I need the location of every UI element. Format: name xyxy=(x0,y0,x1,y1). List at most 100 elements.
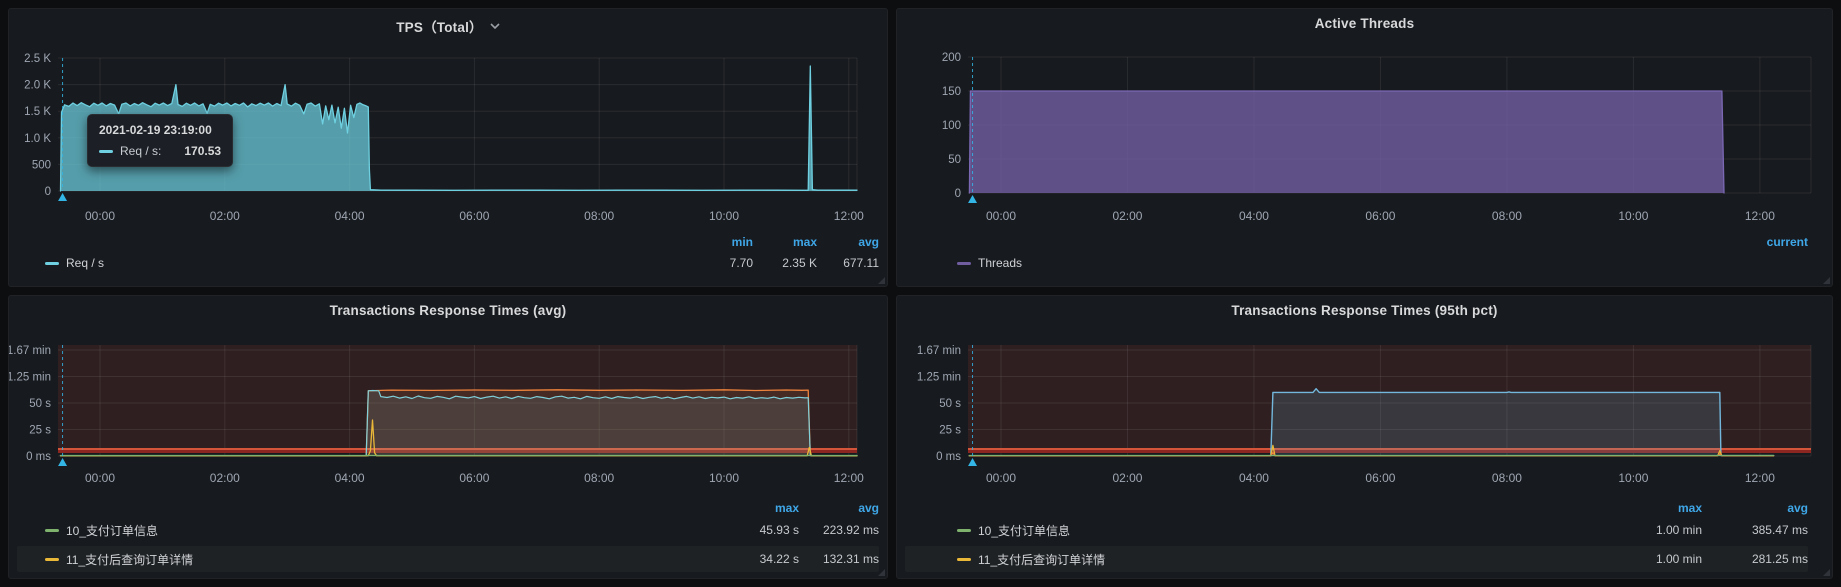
active-threads-chart[interactable]: 0 50 100 150 200 00:00 02:00 04:00 06:00 08:00 10:… xyxy=(897,9,1834,229)
panel-title-active-threads[interactable]: Active Threads xyxy=(897,16,1832,31)
panel-title-text: TPS（Total） xyxy=(396,20,483,35)
svg-text:06:00: 06:00 xyxy=(459,209,489,223)
svg-text:02:00: 02:00 xyxy=(210,209,240,223)
legend-max-value: 45.93 s xyxy=(759,523,799,537)
panel-resize-handle[interactable] xyxy=(878,569,885,576)
svg-text:06:00: 06:00 xyxy=(459,471,489,485)
legend-header-avg[interactable]: avg xyxy=(858,501,879,515)
legend-header-avg[interactable]: avg xyxy=(1787,501,1808,515)
svg-text:12:00: 12:00 xyxy=(1745,471,1775,485)
legend-header-max[interactable]: max xyxy=(1677,501,1702,515)
svg-text:10:00: 10:00 xyxy=(1618,209,1648,223)
svg-text:04:00: 04:00 xyxy=(335,471,365,485)
legend-max-value: 34.22 s xyxy=(759,552,799,566)
panel-resize-handle[interactable] xyxy=(878,277,885,284)
svg-text:1.0 K: 1.0 K xyxy=(24,133,51,145)
svg-text:1.67 min: 1.67 min xyxy=(9,345,51,357)
tooltip-series-dash xyxy=(99,149,113,153)
svg-text:25 s: 25 s xyxy=(939,424,961,436)
series-color-dash xyxy=(45,557,59,561)
panel-active-threads: Active Threads 0 50 100 150 200 00:00 02:00 04:… xyxy=(896,8,1833,287)
legend-avg-value: 281.25 ms xyxy=(1751,552,1808,566)
panel-resize-handle[interactable] xyxy=(1823,569,1830,576)
series-toggle[interactable]: Req / s xyxy=(45,256,697,270)
legend-row: Threads xyxy=(905,251,1808,275)
legend-header-min[interactable]: min xyxy=(731,235,753,249)
legend-row: Req / s 7.70 2.35 K 677.11 xyxy=(17,251,879,275)
legend-max-value: 1.00 min xyxy=(1655,523,1702,537)
svg-text:00:00: 00:00 xyxy=(85,471,115,485)
rt-avg-chart[interactable]: 0 ms 25 s 50 s 1.25 min 1.67 min 00:00 02:00 04… xyxy=(9,296,889,492)
legend-row: 11_支付后查询订单详情 34.22 s 132.31 ms xyxy=(17,546,879,572)
series-toggle[interactable]: 11_支付后查询订单详情 xyxy=(957,551,1632,568)
series-toggle[interactable]: 10_支付订单信息 xyxy=(45,522,729,539)
tooltip-value: 170.53 xyxy=(184,144,222,158)
svg-text:06:00: 06:00 xyxy=(1365,471,1395,485)
svg-text:04:00: 04:00 xyxy=(335,209,365,223)
panel-rt-avg: Transactions Response Times (avg) 0 ms 25… xyxy=(8,295,888,579)
legend-avg-value: 677.11 xyxy=(843,256,879,270)
legend-rt-avg: max avg 10_支付订单信息 45.93 s 223.92 ms 11_支… xyxy=(17,499,879,572)
series-toggle[interactable]: Threads xyxy=(957,256,1738,270)
legend-min-value: 7.70 xyxy=(729,256,753,270)
panel-title-text: Active Threads xyxy=(1314,16,1415,31)
legend-header-max[interactable]: max xyxy=(774,501,799,515)
legend-max-value: 1.00 min xyxy=(1655,552,1702,566)
panel-title-text: Transactions Response Times (95th pct) xyxy=(1231,303,1498,318)
panel-title-rt-95pct[interactable]: Transactions Response Times (95th pct) xyxy=(897,303,1832,318)
panel-title-text: Transactions Response Times (avg) xyxy=(329,303,567,318)
series-label: Threads xyxy=(978,256,1023,270)
panel-title-tps[interactable]: TPS（Total） xyxy=(9,16,887,36)
panel-resize-handle[interactable] xyxy=(1823,277,1830,284)
svg-text:02:00: 02:00 xyxy=(210,471,240,485)
tooltip-time: 2021-02-19 23:19:00 xyxy=(99,123,212,137)
svg-text:1.25 min: 1.25 min xyxy=(917,371,961,383)
svg-text:0 ms: 0 ms xyxy=(936,451,961,463)
svg-text:150: 150 xyxy=(942,86,961,98)
panel-title-rt-avg[interactable]: Transactions Response Times (avg) xyxy=(9,303,887,318)
svg-text:0: 0 xyxy=(955,188,961,200)
legend-active-threads: current Threads xyxy=(905,233,1808,275)
series-label: 10_支付订单信息 xyxy=(66,523,159,538)
tps-chart[interactable]: 0 500 1.0 K 1.5 K 2.0 K 2.5 K 00:00 02:00 04:00 0… xyxy=(9,9,889,229)
svg-text:25 s: 25 s xyxy=(29,424,51,436)
svg-text:08:00: 08:00 xyxy=(584,471,614,485)
series-label: 11_支付后查询订单详情 xyxy=(978,552,1106,567)
svg-text:100: 100 xyxy=(942,120,961,132)
svg-text:200: 200 xyxy=(942,52,961,64)
svg-text:1.25 min: 1.25 min xyxy=(9,371,51,383)
svg-text:1.5 K: 1.5 K xyxy=(24,106,51,118)
series-color-dash xyxy=(45,261,59,265)
graph-tooltip: 2021-02-19 23:19:00 Req / s: 170.53 xyxy=(87,114,234,167)
svg-text:02:00: 02:00 xyxy=(1112,471,1142,485)
svg-text:12:00: 12:00 xyxy=(834,209,864,223)
series-toggle[interactable]: 10_支付订单信息 xyxy=(957,522,1632,539)
rt-95pct-chart[interactable]: 0 ms 25 s 50 s 1.25 min 1.67 min 00:00 02:00 04… xyxy=(897,296,1834,492)
svg-text:50: 50 xyxy=(948,154,961,166)
legend-rt-95pct: max avg 10_支付订单信息 1.00 min 385.47 ms 11_… xyxy=(905,499,1808,572)
legend-avg-value: 223.92 ms xyxy=(822,523,879,537)
svg-text:00:00: 00:00 xyxy=(85,209,115,223)
svg-text:500: 500 xyxy=(32,159,51,171)
series-toggle[interactable]: 11_支付后查询订单详情 xyxy=(45,551,729,568)
legend-tps: min max avg Req / s 7.70 2.35 K 677.11 xyxy=(17,233,879,275)
svg-text:06:00: 06:00 xyxy=(1365,209,1395,223)
svg-text:1.67 min: 1.67 min xyxy=(917,345,961,357)
tooltip-series-label: Req / s: xyxy=(120,144,162,158)
svg-text:00:00: 00:00 xyxy=(986,209,1016,223)
series-color-dash xyxy=(957,261,971,265)
legend-header-max[interactable]: max xyxy=(792,235,817,249)
series-color-dash xyxy=(45,528,59,532)
legend-header-avg[interactable]: avg xyxy=(858,235,879,249)
svg-text:12:00: 12:00 xyxy=(1745,209,1775,223)
svg-text:10:00: 10:00 xyxy=(709,209,739,223)
svg-text:08:00: 08:00 xyxy=(1492,471,1522,485)
svg-text:08:00: 08:00 xyxy=(584,209,614,223)
legend-avg-value: 132.31 ms xyxy=(822,552,879,566)
svg-text:50 s: 50 s xyxy=(29,398,51,410)
chevron-down-icon[interactable] xyxy=(490,18,500,33)
legend-avg-value: 385.47 ms xyxy=(1751,523,1808,537)
legend-header-current[interactable]: current xyxy=(1766,235,1808,249)
series-color-dash xyxy=(957,528,971,532)
